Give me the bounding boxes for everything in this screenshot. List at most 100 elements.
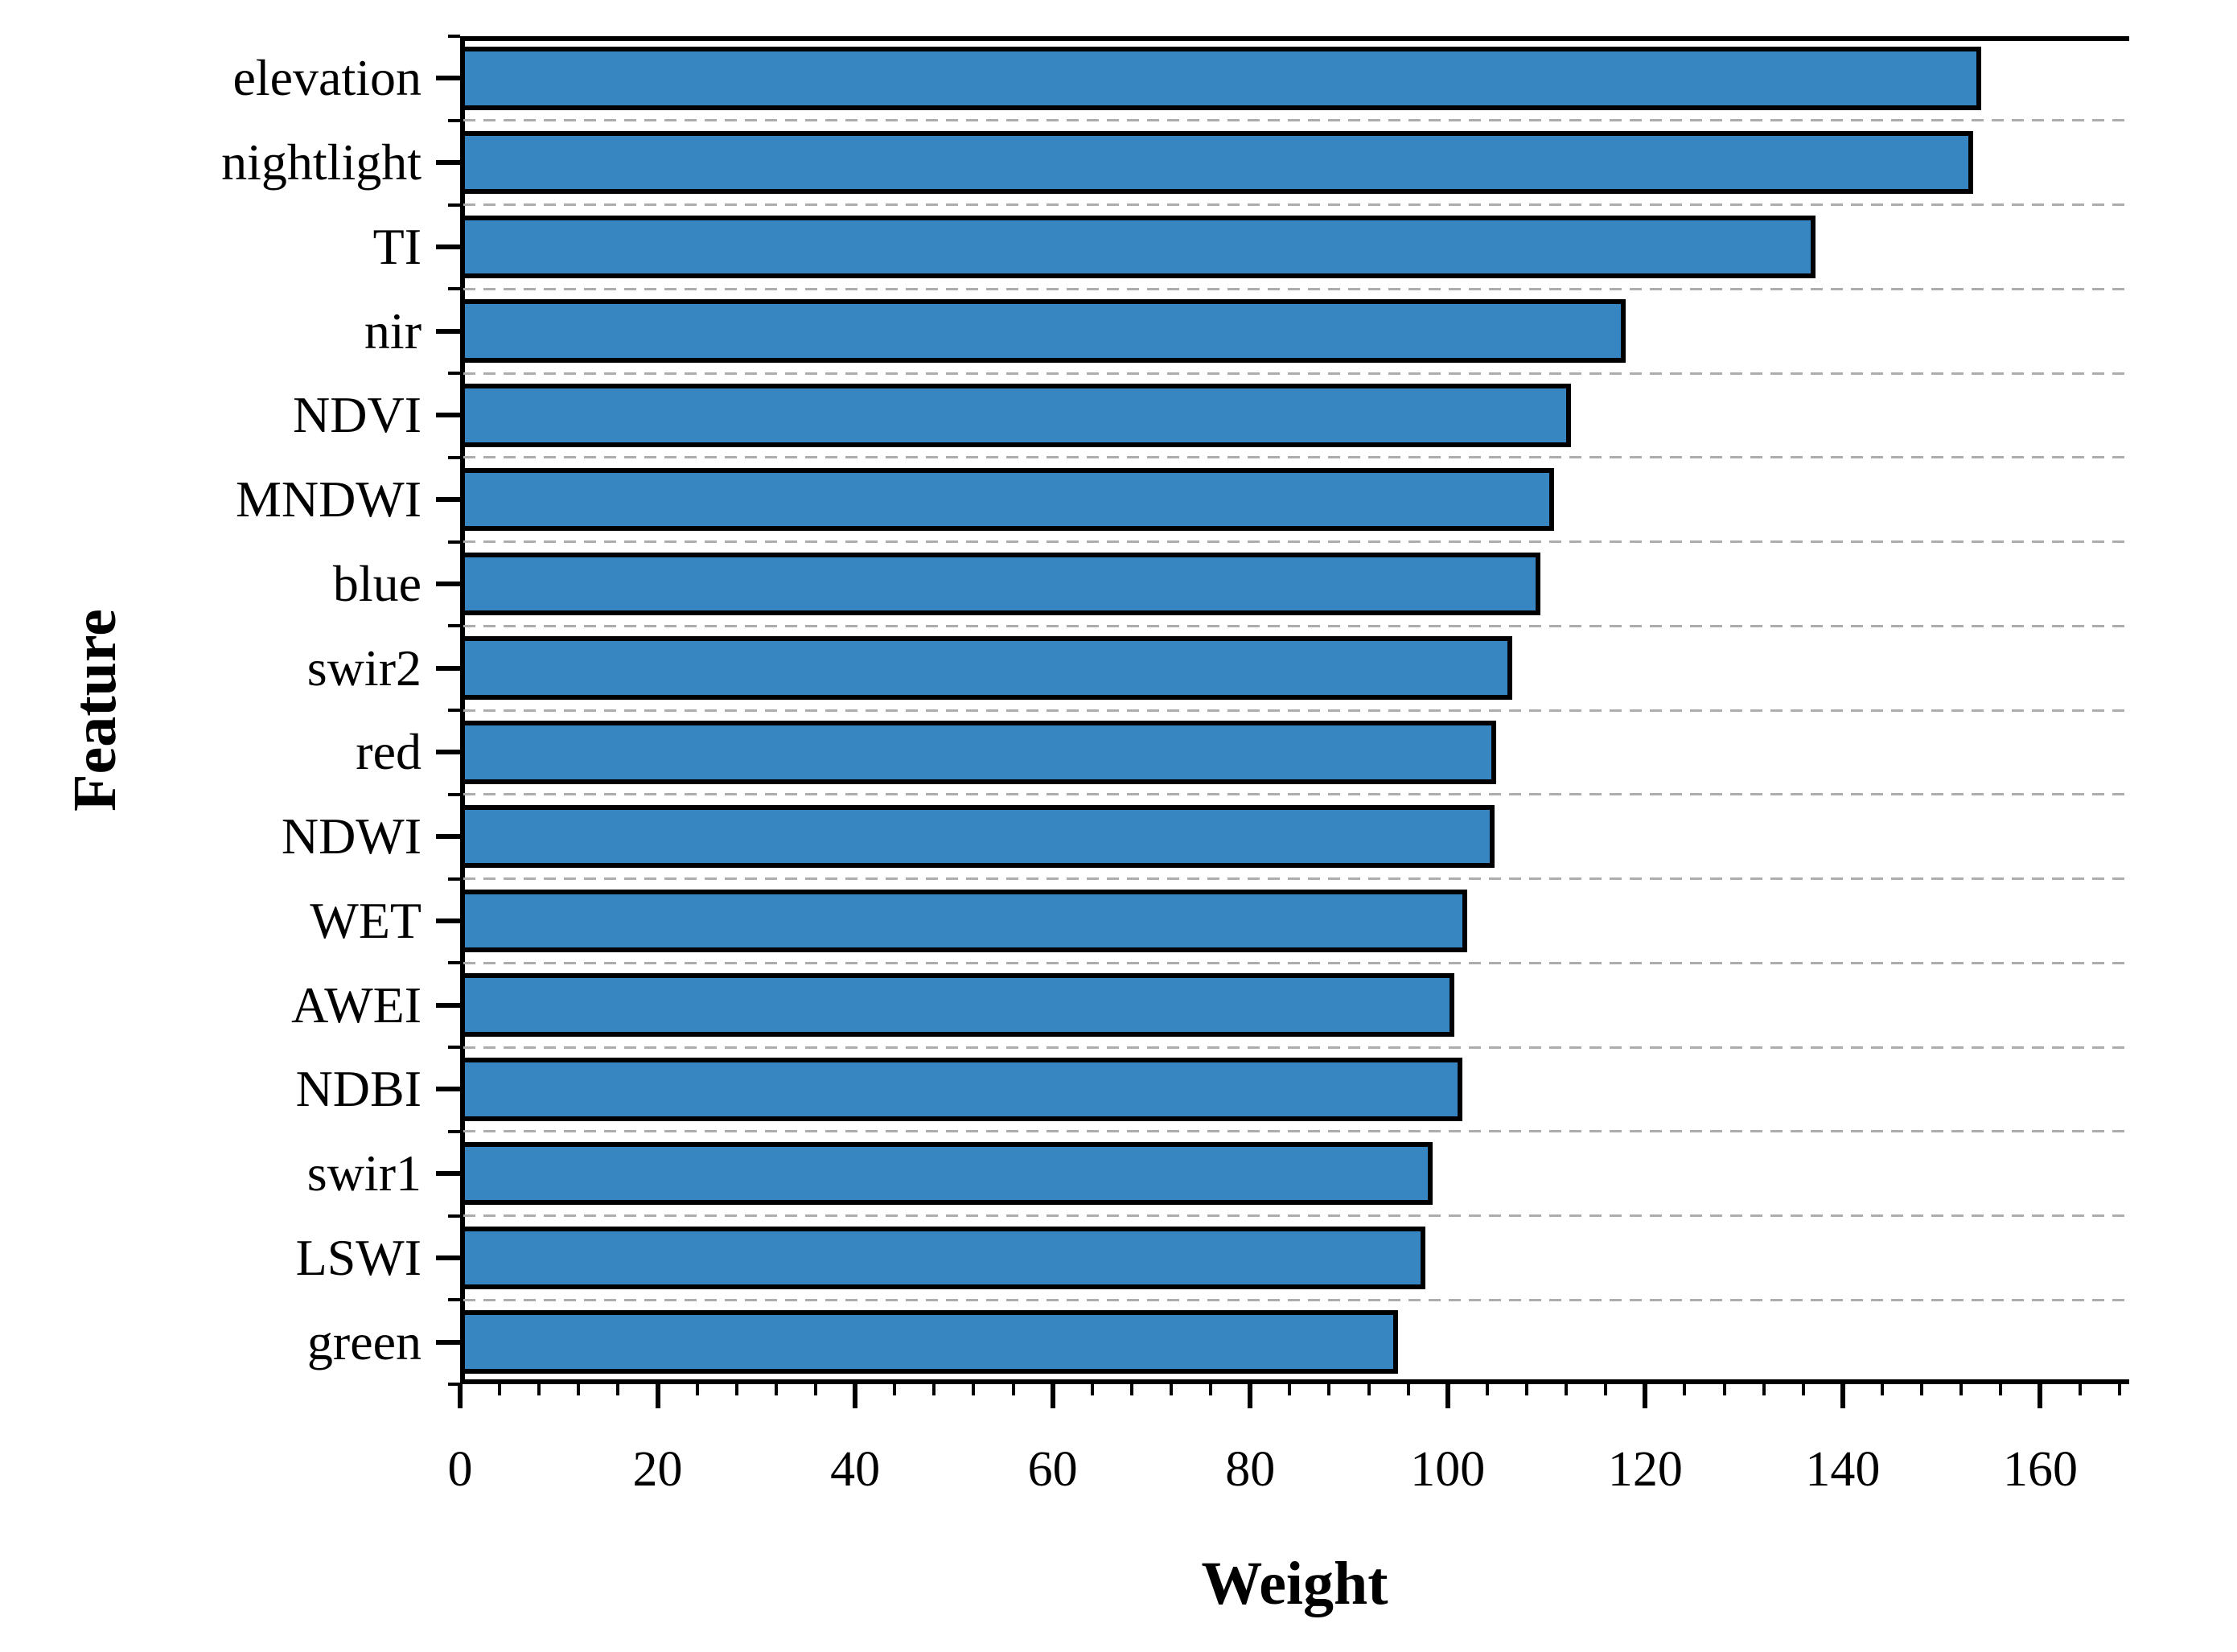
y-major-tick [436, 497, 460, 503]
category-boundary-gridline [463, 372, 2129, 375]
x-tick-label-140: 140 [1805, 1442, 1881, 1497]
y-minor-tick [448, 455, 460, 459]
y-tick-label-MNDWI: MNDWI [235, 471, 421, 528]
bar-TI [460, 215, 1816, 279]
y-major-tick [436, 1002, 460, 1008]
y-tick-label-NDBI: NDBI [295, 1060, 421, 1118]
y-tick-label-swir2: swir2 [306, 639, 421, 697]
x-minor-tick [577, 1384, 581, 1395]
x-minor-tick [1565, 1384, 1569, 1395]
bar-NDVI [460, 384, 1572, 447]
category-boundary-gridline [463, 1214, 2129, 1217]
category-boundary-gridline [463, 540, 2129, 543]
x-minor-tick [1801, 1384, 1805, 1395]
x-minor-tick [1209, 1384, 1213, 1395]
x-tick-label-100: 100 [1410, 1442, 1486, 1497]
x-tick-label-60: 60 [1027, 1442, 1078, 1497]
x-minor-tick [2078, 1384, 2082, 1395]
category-boundary-gridline [463, 456, 2129, 459]
x-major-tick [1050, 1384, 1055, 1408]
y-tick-label-NDVI: NDVI [293, 386, 421, 444]
bar-AWEI [460, 973, 1455, 1037]
y-major-tick [436, 834, 460, 840]
y-minor-tick [448, 287, 460, 291]
category-boundary-gridline [463, 1298, 2129, 1301]
y-minor-tick [448, 792, 460, 796]
category-boundary-gridline [463, 1130, 2129, 1133]
y-tick-label-AWEI: AWEI [291, 976, 421, 1034]
y-major-tick [436, 1255, 460, 1260]
y-tick-label-TI: TI [372, 217, 421, 275]
y-minor-tick [448, 961, 460, 965]
y-tick-label-WET: WET [310, 891, 421, 949]
category-boundary-gridline [463, 709, 2129, 712]
x-minor-tick [498, 1384, 502, 1395]
x-minor-tick [932, 1384, 936, 1395]
bar-swir2 [460, 636, 1512, 700]
y-tick-label-LSWI: LSWI [295, 1228, 421, 1286]
x-minor-tick [1881, 1384, 1885, 1395]
x-minor-tick [774, 1384, 778, 1395]
x-minor-tick [1288, 1384, 1292, 1395]
category-boundary-gridline [463, 961, 2129, 964]
y-major-tick [436, 750, 460, 755]
x-minor-tick [1999, 1384, 2003, 1395]
x-minor-tick [893, 1384, 897, 1395]
x-minor-tick [1959, 1384, 1964, 1395]
x-tick-label-40: 40 [830, 1442, 881, 1497]
y-major-tick [436, 1087, 460, 1092]
x-minor-tick [1129, 1384, 1133, 1395]
category-boundary-gridline [463, 203, 2129, 206]
y-minor-tick [448, 877, 460, 881]
x-minor-tick [972, 1384, 976, 1395]
x-tick-label-0: 0 [447, 1442, 473, 1497]
bar-MNDWI [460, 467, 1555, 532]
bar-blue [460, 552, 1541, 616]
y-minor-tick [448, 709, 460, 712]
x-minor-tick [734, 1384, 738, 1395]
x-major-tick [1248, 1384, 1253, 1408]
y-minor-tick [448, 1298, 460, 1302]
bar-red [460, 721, 1496, 784]
y-major-tick [436, 1171, 460, 1177]
x-minor-tick [1762, 1384, 1766, 1395]
x-minor-tick [1722, 1384, 1726, 1395]
x-minor-tick [1011, 1384, 1015, 1395]
y-major-tick [436, 918, 460, 923]
x-minor-tick [1170, 1384, 1174, 1395]
bar-swir1 [460, 1141, 1433, 1206]
x-minor-tick [2117, 1384, 2121, 1395]
y-minor-tick [448, 1129, 460, 1133]
y-major-tick [436, 328, 460, 334]
x-major-tick [1643, 1384, 1648, 1408]
y-minor-tick [448, 624, 460, 628]
category-boundary-gridline [463, 624, 2129, 627]
y-minor-tick [448, 118, 460, 122]
category-boundary-gridline [463, 1046, 2129, 1049]
category-boundary-gridline [463, 119, 2129, 122]
bar-NDBI [460, 1058, 1463, 1121]
bar-nir [460, 299, 1626, 363]
x-major-tick [853, 1384, 858, 1408]
y-minor-tick [448, 35, 460, 38]
x-major-tick [458, 1384, 463, 1408]
y-tick-label-red: red [356, 723, 421, 781]
x-tick-label-80: 80 [1225, 1442, 1276, 1497]
category-boundary-gridline [463, 287, 2129, 290]
bar-nightlight [460, 130, 1973, 195]
y-minor-tick [448, 1214, 460, 1218]
x-tick-label-20: 20 [632, 1442, 683, 1497]
x-axis-title: Weight [1201, 1550, 1388, 1617]
bar-LSWI [460, 1226, 1425, 1290]
y-minor-tick [448, 540, 460, 544]
bar-elevation [460, 47, 1981, 110]
bar-green [460, 1310, 1399, 1374]
x-minor-tick [1406, 1384, 1410, 1395]
y-major-tick [436, 413, 460, 418]
x-tick-label-120: 120 [1607, 1442, 1683, 1497]
x-minor-tick [1525, 1384, 1529, 1395]
y-major-tick [436, 1339, 460, 1345]
x-minor-tick [537, 1384, 541, 1395]
bar-WET [460, 889, 1468, 953]
